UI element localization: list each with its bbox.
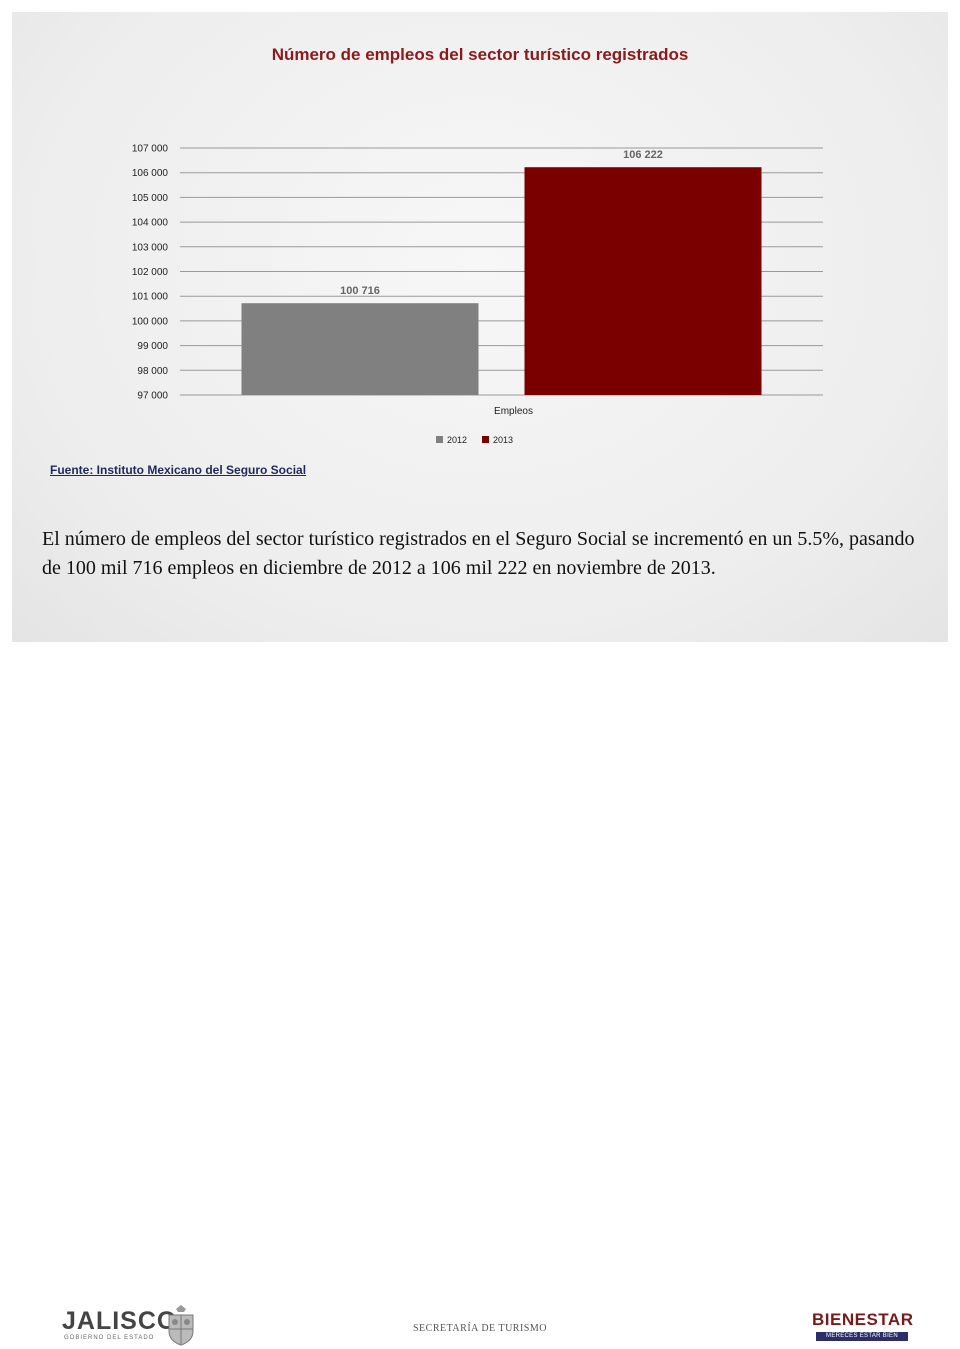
y-tick-label: 99 000 bbox=[137, 341, 168, 352]
bar-chart: 97 000 98 000 99 000 100 000 101 000 102 000 1… bbox=[132, 144, 823, 445]
bar-2013 bbox=[524, 167, 762, 395]
x-category-label: Empleos bbox=[494, 406, 533, 417]
body-paragraph: El número de empleos del sector turístic… bbox=[42, 528, 915, 579]
y-tick-label: 97 000 bbox=[137, 391, 168, 402]
bar-2012 bbox=[241, 303, 479, 395]
bienestar-logo-subtitle: MERECES ESTAR BIEN bbox=[816, 1332, 908, 1341]
legend-label: 2012 bbox=[447, 435, 467, 445]
legend-swatch bbox=[482, 436, 489, 443]
y-tick-label: 100 000 bbox=[132, 316, 169, 327]
chart-title: Número de empleos del sector turístico r… bbox=[271, 45, 689, 64]
bienestar-logo-word: BIENESTAR bbox=[812, 1310, 914, 1329]
y-tick-label: 101 000 bbox=[132, 292, 169, 303]
footer-secretaria: SECRETARÍA DE TURISMO bbox=[413, 1323, 547, 1334]
data-label: 100 716 bbox=[340, 285, 380, 297]
y-tick-label: 107 000 bbox=[132, 144, 169, 155]
legend-swatch bbox=[436, 436, 443, 443]
jalisco-logo: JALISCO GOBIERNO DEL ESTADO bbox=[62, 1303, 202, 1349]
legend-label: 2013 bbox=[493, 435, 513, 445]
y-tick-label: 103 000 bbox=[132, 242, 169, 253]
data-label: 106 222 bbox=[623, 149, 663, 161]
y-tick-label: 102 000 bbox=[132, 267, 169, 278]
jalisco-logo-word: JALISCO bbox=[62, 1307, 178, 1335]
coat-of-arms-icon bbox=[168, 1305, 194, 1346]
footer: JALISCO GOBIERNO DEL ESTADO SECRETARÍA D… bbox=[0, 648, 960, 1346]
y-tick-label: 98 000 bbox=[137, 366, 168, 377]
slide-background bbox=[12, 12, 948, 642]
y-tick-label: 104 000 bbox=[132, 218, 169, 229]
bienestar-logo: BIENESTAR MERECES ESTAR BIEN bbox=[812, 1308, 914, 1348]
source-note: Fuente: Instituto Mexicano del Seguro So… bbox=[50, 463, 307, 477]
y-tick-label: 105 000 bbox=[132, 193, 169, 204]
jalisco-logo-subtitle: GOBIERNO DEL ESTADO bbox=[64, 1335, 155, 1341]
y-tick-label: 106 000 bbox=[132, 168, 169, 179]
